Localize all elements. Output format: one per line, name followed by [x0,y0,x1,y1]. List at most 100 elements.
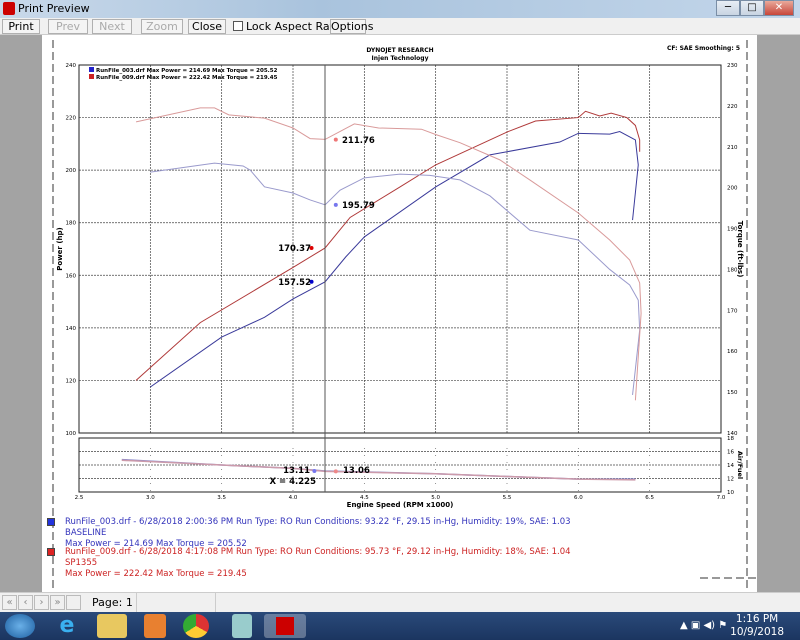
internet-explorer-icon[interactable]: e [59,613,75,638]
print-page [42,35,757,592]
y3-tick-label: 18 [727,436,734,442]
x-tick-label: 5.5 [503,495,512,501]
afr-curve-RunFile_003drf [121,458,636,480]
run-line1: RunFile_003.drf - 6/28/2018 2:00:36 PM R… [65,517,571,527]
prev-page-button[interactable]: ‹ [18,595,33,610]
run-swatch-009 [47,548,55,556]
y2-tick-label: 190 [727,227,738,233]
report-subtitle: Injen Technology [372,55,429,62]
y-tick-label: 100 [66,431,77,437]
media-player-icon[interactable] [144,614,166,638]
run-line2: SP1355 [65,558,98,568]
maximize-button[interactable]: □ [740,0,764,16]
legend-003: RunFile_003.drf Max Power = 214.69 [96,68,210,74]
cursor-marker [309,279,314,284]
cursor-power-009: 170.37 [278,244,311,254]
x-tick-label: 7.0 [717,495,726,501]
dynojet-logo [276,617,294,635]
afr-plot-frame [78,437,722,493]
y2-tick-label: 210 [727,145,738,151]
legend-003-torque: Max Torque = 205.52 [212,68,278,74]
page-setup-icon[interactable] [66,595,81,610]
cursor-torque-003: 195.79 [342,201,375,211]
run-line2: BASELINE [65,528,107,538]
company-name: DYNOJET RESEARCH [366,47,433,54]
title-bar: Print Preview ─ □ ✕ [0,0,800,18]
torque-curve-RunFile_009drf [135,107,642,401]
taskbar: e ▲ ▣ ◀) ⚑ 1:16 PM 10/9/2018 [0,612,800,640]
run-info-003: RunFile_003.drf - 6/28/2018 2:00:36 PM R… [47,517,571,550]
cursor-marker [333,469,338,474]
close-window-button[interactable]: ✕ [764,0,794,16]
curves [121,107,642,481]
close-button[interactable]: Close [188,19,226,34]
cursor-afr-009: 13.06 [343,466,370,476]
legend-009-torque: Max Torque = 219.45 [212,75,278,81]
next-page-button[interactable]: › [34,595,49,610]
x-tick-label: 3.0 [146,495,155,501]
run-line1: RunFile_009.drf - 6/28/2018 4:17:08 PM R… [65,547,571,557]
y2-tick-label: 140 [727,431,738,437]
grid [79,65,721,492]
y2-tick-label: 170 [727,308,738,314]
lock-aspect-label[interactable]: Lock Aspect Ratio [246,20,344,33]
lock-aspect-checkbox[interactable] [233,21,243,31]
y-tick-label: 200 [66,168,77,174]
dynojet-app-icon[interactable] [264,614,306,638]
x-tick-label: 3.5 [217,495,226,501]
y-tick-label: 140 [66,326,77,332]
app-icon [3,2,15,15]
cursor-marker [312,469,317,474]
y3-tick-label: 10 [727,490,734,496]
y-tick-label: 220 [66,116,77,122]
y-tick-label: 240 [66,63,77,69]
status-bar: « ‹ › » Page: 1 [0,592,800,612]
page-indicator: Page: 1 [92,596,133,609]
x-tick-label: 4.0 [289,495,298,501]
options-button[interactable]: Options [330,19,374,34]
y2-tick-label: 180 [727,267,738,273]
cursor-power-003: 157.52 [278,278,311,288]
power-curve-RunFile_003drf [150,130,639,388]
cursor-x-label: X = 4.225 [270,477,317,487]
print-button[interactable]: Print [2,19,40,34]
run-line3: Max Power = 222.42 Max Torque = 219.45 [65,569,247,579]
legend-009: RunFile_009.drf Max Power = 222.42 [96,75,210,81]
y2-tick-label: 230 [727,63,738,69]
main-plot-frame [78,64,722,434]
first-page-button[interactable]: « [2,595,17,610]
y3-axis-label: Air/Fuel [736,451,744,479]
run-line3: Max Power = 214.69 Max Torque = 205.52 [65,539,247,549]
cursor-marker [333,137,338,142]
calculator-icon[interactable] [232,614,252,638]
cursor-marker [309,246,314,251]
next-button[interactable]: Next [92,19,132,34]
x-tick-label: 6.5 [645,495,654,501]
prev-button[interactable]: Prev [48,19,88,34]
x-tick-label: 6.0 [574,495,583,501]
y2-tick-label: 200 [727,186,738,192]
minimize-button[interactable]: ─ [716,0,740,16]
start-button[interactable] [5,614,35,638]
x-tick-label: 4.5 [360,495,369,501]
cursor-afr-003: 13.11 [283,466,310,476]
tray-icons[interactable]: ▲ ▣ ◀) ⚑ [680,620,728,631]
y2-tick-label: 220 [727,104,738,110]
status-pane [136,593,216,612]
system-clock[interactable]: 1:16 PM 10/9/2018 [730,613,784,639]
run-info-009: RunFile_009.drf - 6/28/2018 4:17:08 PM R… [47,547,571,580]
x-tick-label: 2.5 [75,495,84,501]
legend-swatch-009 [89,74,94,79]
toolbar: Print Prev Next Zoom Out Close Lock Aspe… [0,18,800,46]
y-tick-label: 120 [66,378,77,384]
y-tick-label: 180 [66,221,77,227]
clock-date: 10/9/2018 [730,626,784,638]
last-page-button[interactable]: » [50,595,65,610]
cursor-marker [333,202,338,207]
file-explorer-icon[interactable] [97,614,127,638]
y-axis-label: Power (hp) [56,227,64,270]
y3-tick-label: 14 [727,463,734,469]
run-swatch-003 [47,518,55,526]
chrome-icon[interactable] [183,614,209,638]
